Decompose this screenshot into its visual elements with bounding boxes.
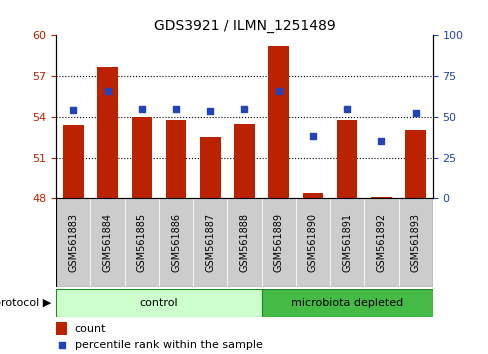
Text: GSM561883: GSM561883 (68, 213, 78, 272)
Bar (165, 120, 186, 198)
Bar (261, 289, 432, 317)
Bar (159, 198, 193, 287)
Bar (398, 198, 432, 287)
Text: GSM561885: GSM561885 (137, 213, 146, 272)
Title: GDS3921 / ILMN_1251489: GDS3921 / ILMN_1251489 (153, 19, 335, 33)
Text: GSM561889: GSM561889 (273, 213, 283, 272)
Bar (329, 198, 364, 287)
Bar (200, 137, 220, 198)
Text: microbiota depleted: microbiota depleted (290, 298, 403, 308)
Text: percentile rank within the sample: percentile rank within the sample (75, 340, 262, 350)
Point (103, 88, 111, 93)
Bar (90, 198, 124, 287)
Bar (227, 198, 261, 287)
Point (308, 133, 316, 139)
Bar (261, 198, 295, 287)
Point (138, 106, 145, 112)
Text: control: control (140, 298, 178, 308)
Text: GSM561891: GSM561891 (342, 213, 351, 272)
Bar (268, 46, 288, 198)
Bar (193, 198, 227, 287)
Bar (336, 120, 357, 198)
Text: GSM561892: GSM561892 (376, 213, 386, 272)
Bar (124, 198, 159, 287)
Text: GSM561888: GSM561888 (239, 213, 249, 272)
Bar (56, 322, 67, 335)
Point (172, 107, 180, 112)
Bar (131, 117, 152, 198)
Bar (63, 125, 83, 198)
Text: GSM561884: GSM561884 (102, 213, 112, 272)
Point (69, 107, 77, 113)
Text: GSM561890: GSM561890 (307, 213, 317, 272)
Bar (364, 198, 398, 287)
Text: GSM561886: GSM561886 (171, 213, 181, 272)
Text: protocol ▶: protocol ▶ (0, 298, 51, 308)
Text: GSM561887: GSM561887 (205, 213, 215, 272)
Bar (97, 67, 118, 198)
Point (411, 110, 419, 115)
Point (343, 107, 350, 112)
Point (274, 88, 282, 93)
Bar (234, 124, 254, 198)
Bar (56, 198, 90, 287)
Bar (405, 130, 425, 198)
Text: count: count (75, 324, 106, 333)
Point (206, 108, 214, 114)
Point (58, 342, 65, 348)
Bar (370, 197, 391, 198)
Bar (56, 289, 261, 317)
Bar (295, 198, 329, 287)
Bar (302, 193, 323, 198)
Text: GSM561893: GSM561893 (410, 213, 420, 272)
Point (377, 138, 385, 144)
Point (240, 107, 248, 112)
